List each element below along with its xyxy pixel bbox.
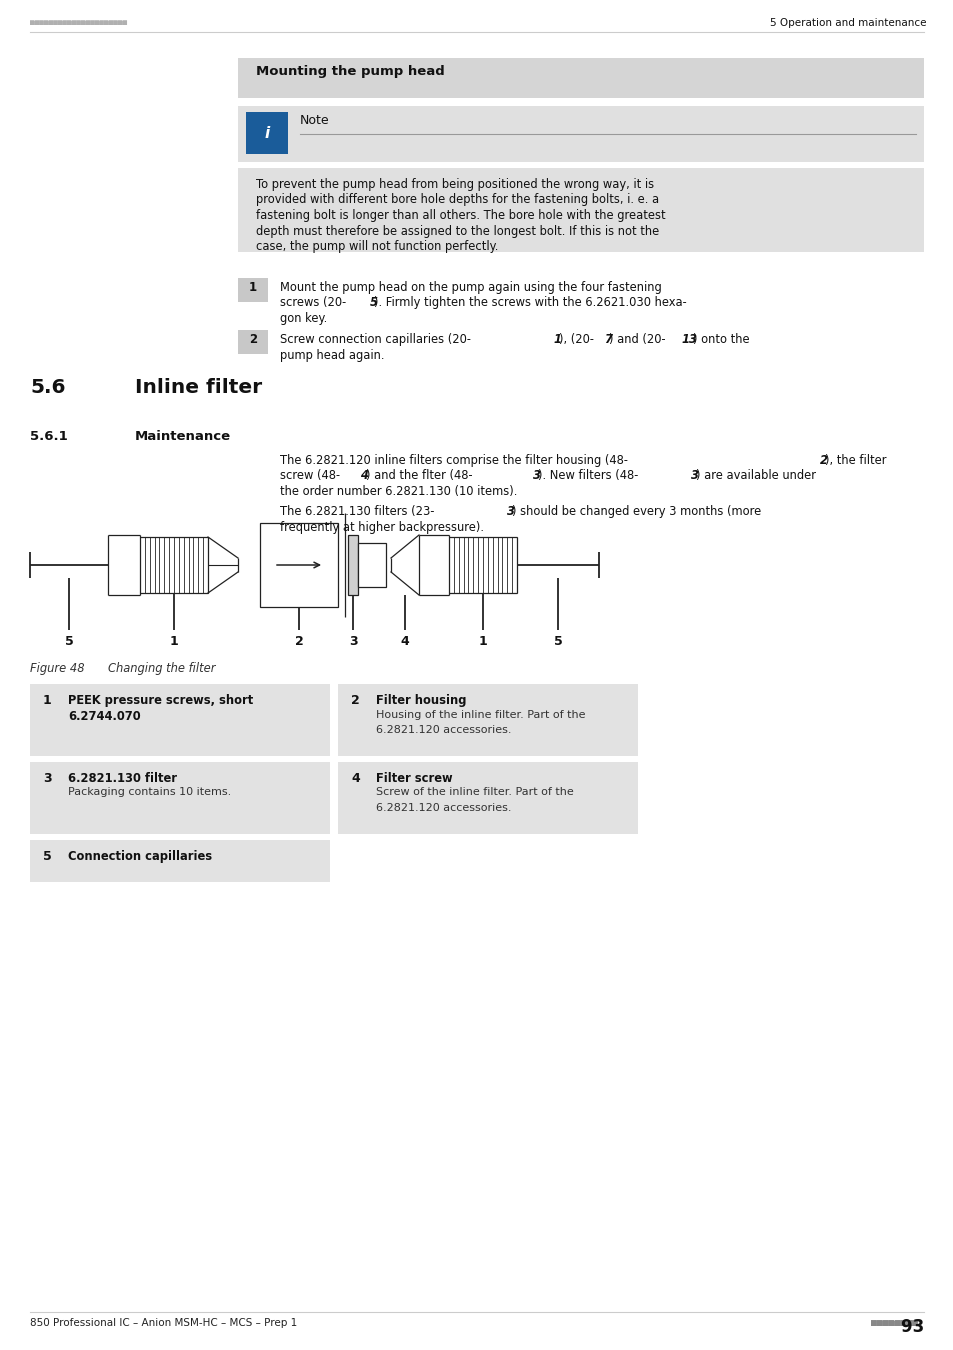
Text: 850 Professional IC – Anion MSM-HC – MCS – Prep 1: 850 Professional IC – Anion MSM-HC – MCS… [30, 1318, 297, 1328]
Bar [237, 278, 268, 302]
Text: The 6.2821.130 filters (23-: The 6.2821.130 filters (23- [280, 505, 434, 518]
Text: Connection capillaries: Connection capillaries [68, 850, 212, 863]
Bar [237, 58, 923, 99]
Text: 7: 7 [603, 333, 612, 346]
Text: 5.6: 5.6 [30, 378, 66, 397]
Text: PEEK pressure screws, short: PEEK pressure screws, short [68, 694, 253, 707]
Text: 4: 4 [360, 470, 368, 482]
Text: 5: 5 [369, 297, 377, 309]
Text: Mounting the pump head: Mounting the pump head [255, 65, 444, 78]
Text: Filter housing: Filter housing [375, 694, 466, 707]
Text: Screw of the inline filter. Part of the: Screw of the inline filter. Part of the [375, 787, 573, 798]
Text: 5.6.1: 5.6.1 [30, 431, 68, 443]
Text: Packaging contains 10 items.: Packaging contains 10 items. [68, 787, 231, 798]
Text: 93: 93 [854, 1318, 923, 1336]
Text: 5: 5 [65, 634, 73, 648]
Text: 4: 4 [400, 634, 409, 648]
Text: 3: 3 [349, 634, 357, 648]
Text: provided with different bore hole depths for the fastening bolts, i. e. a: provided with different bore hole depths… [255, 193, 659, 207]
Text: i: i [264, 126, 270, 140]
Text: ) and (20-: ) and (20- [608, 333, 665, 346]
Text: Screw connection capillaries (20-: Screw connection capillaries (20- [280, 333, 471, 346]
Text: ) are available under: ) are available under [696, 470, 815, 482]
Text: 1: 1 [170, 634, 178, 648]
Text: Mount the pump head on the pump again using the four fastening: Mount the pump head on the pump again us… [280, 281, 661, 294]
Text: ). Firmly tighten the screws with the 6.2621.030 hexa-: ). Firmly tighten the screws with the 6.… [375, 297, 686, 309]
Text: ) and the flter (48-: ) and the flter (48- [365, 470, 472, 482]
Text: 3: 3 [43, 772, 51, 784]
Text: 3: 3 [506, 505, 515, 518]
Text: Filter screw: Filter screw [375, 772, 452, 784]
Text: case, the pump will not function perfectly.: case, the pump will not function perfect… [255, 240, 497, 252]
Text: 6.2821.120 accessories.: 6.2821.120 accessories. [375, 803, 511, 813]
Text: To prevent the pump head from being positioned the wrong way, it is: To prevent the pump head from being posi… [255, 178, 654, 190]
Text: 5: 5 [553, 634, 561, 648]
Text: The 6.2821.120 inline filters comprise the filter housing (48-: The 6.2821.120 inline filters comprise t… [280, 454, 627, 467]
Text: ) should be changed every 3 months (more: ) should be changed every 3 months (more [512, 505, 760, 518]
Text: ■■■■■■■■: ■■■■■■■■ [870, 1318, 923, 1328]
Bar [30, 684, 330, 756]
Bar [337, 761, 638, 834]
Text: 2: 2 [351, 694, 359, 707]
Text: 1: 1 [249, 281, 256, 294]
Text: 6.2744.070: 6.2744.070 [68, 710, 140, 722]
Bar [260, 522, 337, 608]
Bar [30, 840, 330, 882]
Text: depth must therefore be assigned to the longest bolt. If this is not the: depth must therefore be assigned to the … [255, 224, 659, 238]
Text: 6.2821.130 filter: 6.2821.130 filter [68, 772, 177, 784]
Text: 4: 4 [351, 772, 359, 784]
Text: Maintenance: Maintenance [135, 431, 231, 443]
Bar [348, 535, 357, 595]
Bar [237, 167, 923, 252]
Text: ), the filter: ), the filter [824, 454, 885, 467]
Text: Housing of the inline filter. Part of the: Housing of the inline filter. Part of th… [375, 710, 585, 720]
Text: 2: 2 [820, 454, 827, 467]
Text: 5: 5 [43, 850, 51, 863]
Text: pump head again.: pump head again. [280, 348, 384, 362]
Text: 13: 13 [680, 333, 697, 346]
Text: 1: 1 [43, 694, 51, 707]
Text: Changing the filter: Changing the filter [108, 662, 215, 675]
Text: 3: 3 [690, 470, 699, 482]
Bar [246, 112, 288, 154]
Bar [237, 329, 268, 354]
Text: ), (20-: ), (20- [558, 333, 594, 346]
Text: Inline filter: Inline filter [135, 378, 262, 397]
Bar [237, 107, 923, 162]
Text: 6.2821.120 accessories.: 6.2821.120 accessories. [375, 725, 511, 734]
Text: ). New filters (48-: ). New filters (48- [537, 470, 638, 482]
Text: Figure 48: Figure 48 [30, 662, 85, 675]
Text: 2: 2 [249, 333, 256, 346]
Text: 2: 2 [294, 634, 303, 648]
Bar [337, 684, 638, 756]
Text: 3: 3 [533, 470, 540, 482]
Text: screws (20-: screws (20- [280, 297, 346, 309]
Text: 5 Operation and maintenance: 5 Operation and maintenance [769, 18, 925, 28]
Text: ■■■■■■■■■■■■■■■■■■■■■: ■■■■■■■■■■■■■■■■■■■■■ [30, 18, 127, 27]
Text: screw (48-: screw (48- [280, 470, 340, 482]
Text: the order number 6.2821.130 (10 items).: the order number 6.2821.130 (10 items). [280, 485, 517, 498]
Text: fastening bolt is longer than all others. The bore hole with the greatest: fastening bolt is longer than all others… [255, 209, 665, 221]
Text: ) onto the: ) onto the [692, 333, 749, 346]
Text: 1: 1 [554, 333, 561, 346]
Text: 1: 1 [478, 634, 487, 648]
Text: Note: Note [299, 113, 330, 127]
Text: gon key.: gon key. [280, 312, 327, 325]
Bar [30, 761, 330, 834]
Bar [357, 543, 386, 587]
Text: frequently at higher backpressure).: frequently at higher backpressure). [280, 521, 483, 533]
